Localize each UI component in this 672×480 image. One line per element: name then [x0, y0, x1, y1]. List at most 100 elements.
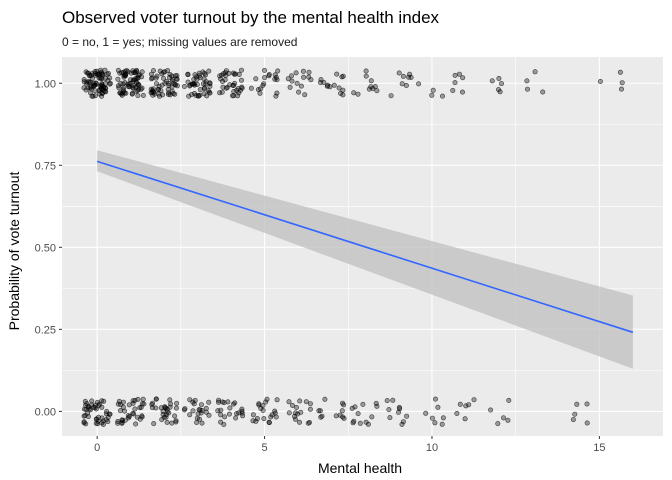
data-point [235, 93, 241, 99]
data-point [253, 418, 259, 424]
data-point [167, 404, 173, 410]
data-point [374, 403, 380, 409]
data-point [172, 73, 178, 79]
data-point [399, 421, 405, 427]
data-point [524, 78, 530, 84]
data-point [300, 68, 306, 74]
data-point [360, 401, 366, 407]
data-point [86, 404, 92, 410]
data-point [107, 75, 113, 81]
data-point [165, 87, 171, 93]
data-point [227, 405, 233, 411]
data-point [132, 406, 138, 412]
data-point [286, 399, 292, 405]
data-point [351, 418, 357, 424]
data-point [239, 67, 245, 73]
data-point [105, 71, 111, 77]
data-point [297, 398, 303, 404]
data-point [266, 73, 272, 79]
data-point [203, 405, 209, 411]
y-tick-label: 0.00 [35, 406, 56, 418]
data-point [287, 84, 293, 90]
data-point [221, 400, 227, 406]
data-point [306, 69, 312, 75]
x-axis-title: Mental health [318, 460, 402, 476]
data-point [130, 398, 136, 404]
data-point [384, 398, 390, 404]
data-point [99, 404, 105, 410]
data-point [363, 73, 369, 79]
data-point [618, 86, 624, 92]
y-tick-label: 0.25 [35, 324, 56, 336]
data-point [164, 79, 170, 85]
data-point [138, 404, 144, 410]
data-point [292, 416, 298, 422]
data-point [115, 420, 121, 426]
data-point [196, 407, 202, 413]
data-point [159, 82, 165, 88]
y-tick-label: 1.00 [35, 78, 56, 90]
data-point [303, 399, 309, 405]
data-point [130, 90, 136, 96]
data-point [181, 407, 187, 413]
data-point [200, 81, 206, 87]
data-point [174, 400, 180, 406]
data-point [263, 399, 269, 405]
data-point [170, 76, 176, 82]
data-point [125, 81, 131, 87]
data-point [339, 74, 345, 80]
data-point [373, 400, 379, 406]
data-point [355, 91, 361, 97]
data-point [116, 398, 122, 404]
data-point [206, 412, 212, 418]
data-point [149, 75, 155, 81]
data-point [355, 411, 361, 417]
data-point [524, 86, 530, 92]
data-point [162, 404, 168, 410]
data-point [92, 88, 98, 94]
data-point [459, 89, 465, 95]
data-point [316, 408, 322, 414]
data-point [239, 84, 245, 90]
data-point [264, 396, 270, 402]
data-point [261, 67, 267, 73]
data-point [90, 93, 96, 99]
data-point [296, 89, 302, 95]
data-point [432, 420, 438, 426]
data-point [190, 408, 196, 414]
x-tick-label: 5 [262, 442, 268, 454]
data-point [99, 398, 105, 404]
data-point [439, 421, 445, 427]
data-point [159, 417, 165, 423]
data-point [239, 77, 245, 83]
data-point [202, 85, 208, 91]
data-point [462, 416, 468, 422]
data-point [460, 75, 466, 81]
data-point [121, 84, 127, 90]
data-point [293, 404, 299, 410]
data-point [149, 87, 155, 93]
data-point [219, 89, 225, 95]
data-point [406, 74, 412, 80]
data-point [121, 73, 127, 79]
data-point [218, 76, 224, 82]
data-point [274, 77, 280, 83]
data-point [89, 398, 95, 404]
data-point [199, 402, 205, 408]
data-point [162, 69, 168, 75]
data-point [148, 71, 154, 77]
data-point [432, 396, 438, 402]
data-point [169, 88, 175, 94]
data-point [150, 92, 156, 98]
data-point [96, 88, 102, 94]
data-point [399, 81, 405, 87]
data-point [115, 76, 121, 82]
data-point [400, 73, 406, 79]
data-point [100, 421, 106, 427]
data-point [181, 84, 187, 90]
chart-title: Observed voter turnout by the mental hea… [62, 8, 440, 27]
data-point [232, 400, 238, 406]
data-point [435, 404, 441, 410]
data-point [216, 397, 222, 403]
data-point [390, 397, 396, 403]
